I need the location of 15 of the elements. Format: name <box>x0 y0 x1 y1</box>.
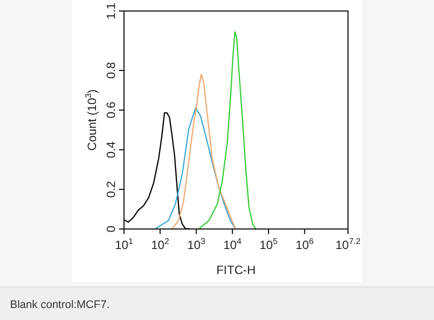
y-tick-label: 0.6 <box>104 101 118 118</box>
x-tick-label: 10$^{4}$ <box>223 236 242 252</box>
y-tick-label: 0.4 <box>104 141 118 158</box>
y-tick-label: 0.8 <box>104 62 118 79</box>
x-tick-label: 10$^{1}$ <box>114 236 134 252</box>
y-tick-label: 0.2 <box>104 180 118 198</box>
x-tick-label: 10$^{5}$ <box>260 236 278 252</box>
x-tick-label: 10$^{3}$ <box>187 236 206 252</box>
x-axis-title: FITC-H <box>216 263 256 277</box>
x-tick-label: 10$^{6}$ <box>296 236 314 252</box>
y-tick-label: 1.1 <box>104 2 118 20</box>
text: Blank control:MCF7. <box>10 299 110 311</box>
x-tick-label: 10$^{2}$ <box>151 236 170 252</box>
x-tick-label: 10$^{7.2}$ <box>335 236 361 252</box>
y-tick-label: 0 <box>104 225 118 232</box>
